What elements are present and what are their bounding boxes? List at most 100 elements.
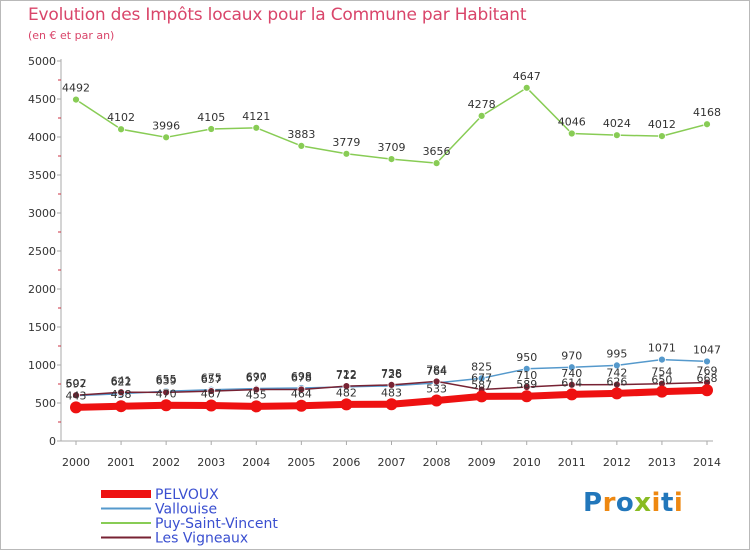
data-label: 784 <box>426 363 447 376</box>
data-point <box>477 111 486 120</box>
data-point <box>207 387 216 395</box>
data-label: 677 <box>471 372 492 385</box>
data-point <box>387 155 396 164</box>
legend-label: Vallouise <box>155 502 217 518</box>
legend-label: PELVOUX <box>155 487 219 503</box>
x-tick-label: 2002 <box>152 456 180 469</box>
data-label: 3656 <box>423 145 451 158</box>
legend-label: Puy-Saint-Vincent <box>155 516 278 532</box>
data-point <box>522 83 531 92</box>
data-label: 1071 <box>648 342 676 355</box>
y-tick-label: 5000 <box>28 55 56 68</box>
data-point <box>655 385 668 398</box>
data-point <box>70 401 82 414</box>
data-label: 3709 <box>378 141 406 154</box>
data-label: 641 <box>111 374 132 387</box>
data-point <box>475 390 488 403</box>
data-label: 712 <box>336 369 357 382</box>
data-label: 533 <box>426 382 447 395</box>
data-label: 657 <box>201 373 222 386</box>
data-label: 950 <box>516 351 537 364</box>
y-tick-label: 4500 <box>28 93 56 106</box>
data-point <box>432 159 441 168</box>
data-point <box>117 388 125 397</box>
data-label: 470 <box>156 387 177 400</box>
data-point <box>252 123 261 132</box>
x-tick-label: 2008 <box>423 456 451 469</box>
data-point <box>162 133 171 142</box>
data-label: 738 <box>381 367 402 380</box>
data-label: 754 <box>651 366 672 379</box>
y-tick-label: 500 <box>35 397 56 410</box>
data-label: 4102 <box>107 111 135 124</box>
data-label: 4647 <box>513 70 541 83</box>
data-label: 4046 <box>558 116 586 129</box>
data-label: 690 <box>246 371 267 384</box>
data-point <box>115 400 128 413</box>
data-point <box>477 374 486 383</box>
data-label: 1047 <box>693 343 721 356</box>
x-tick-label: 2004 <box>242 456 270 469</box>
data-point <box>703 120 711 129</box>
data-label: 639 <box>156 374 177 387</box>
data-label: 4105 <box>197 111 225 124</box>
data-label: 614 <box>561 376 582 389</box>
x-tick-label: 2010 <box>513 456 541 469</box>
data-point <box>72 95 80 104</box>
data-label: 678 <box>291 371 312 384</box>
data-point <box>701 384 713 397</box>
y-tick-label: 0 <box>49 435 56 448</box>
data-point <box>567 363 576 372</box>
data-label: 4168 <box>693 106 721 119</box>
data-label: 995 <box>606 347 627 360</box>
y-tick-label: 2500 <box>28 245 56 258</box>
data-label: 4121 <box>242 110 270 123</box>
data-point <box>430 394 443 407</box>
data-point <box>567 129 576 138</box>
data-label: 4492 <box>62 82 90 95</box>
data-label: 587 <box>471 378 492 391</box>
data-point <box>520 390 533 403</box>
data-label: 597 <box>66 378 87 391</box>
data-label: 482 <box>336 386 357 399</box>
data-label: 742 <box>606 367 627 380</box>
data-point <box>658 355 666 364</box>
data-point <box>72 391 80 400</box>
data-label: 970 <box>561 349 582 362</box>
data-point <box>342 149 351 158</box>
data-point <box>658 132 666 140</box>
x-tick-label: 2000 <box>62 456 90 469</box>
data-label: 4024 <box>603 117 631 130</box>
data-label: 740 <box>561 367 582 380</box>
data-label: 464 <box>291 388 312 401</box>
data-point <box>610 387 623 400</box>
y-tick-label: 3000 <box>28 207 56 220</box>
data-point <box>160 399 173 412</box>
data-point <box>205 399 218 412</box>
x-tick-label: 2009 <box>468 456 496 469</box>
data-label: 764 <box>426 365 447 378</box>
data-label: 825 <box>471 360 492 373</box>
data-point <box>207 125 216 133</box>
data-point <box>340 398 353 411</box>
data-label: 710 <box>516 369 537 382</box>
x-tick-label: 2014 <box>693 456 721 469</box>
data-point <box>162 388 171 397</box>
data-label: 675 <box>201 372 222 385</box>
data-label: 655 <box>156 373 177 386</box>
data-point <box>252 385 261 394</box>
chart-title: Evolution des Impôts locaux pour la Comm… <box>28 5 527 25</box>
data-label: 602 <box>66 377 87 390</box>
data-point <box>385 398 398 411</box>
data-point <box>432 377 441 386</box>
data-label: 458 <box>111 388 132 401</box>
data-point <box>522 364 531 373</box>
data-label: 698 <box>291 370 312 383</box>
chart-subtitle: (en € et par an) <box>28 29 115 42</box>
data-label: 3779 <box>332 136 360 149</box>
data-label: 722 <box>336 368 357 381</box>
data-label: 467 <box>201 388 222 401</box>
data-label: 455 <box>246 388 267 401</box>
data-label: 3883 <box>287 128 315 141</box>
